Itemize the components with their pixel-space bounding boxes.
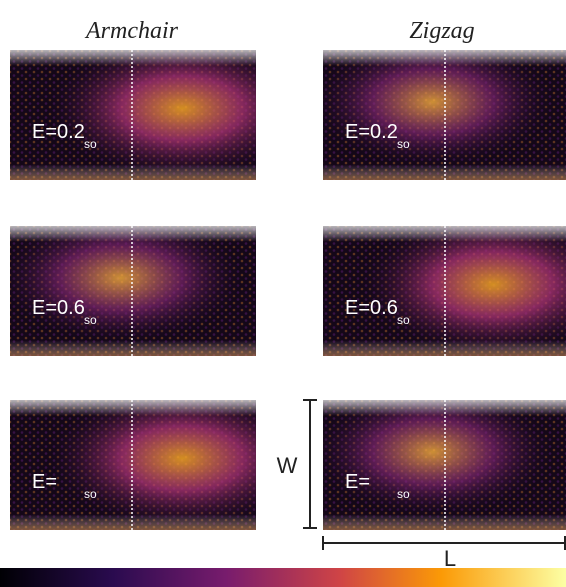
- energy-label: E=0.6: [345, 297, 398, 319]
- panel-edge: [10, 226, 256, 356]
- energy-subscript: so: [84, 137, 97, 151]
- panel-edge: [10, 50, 256, 180]
- energy-subscript: so: [397, 313, 410, 327]
- energy-subscript: so: [397, 137, 410, 151]
- energy-subscript: so: [84, 313, 97, 327]
- energy-label: E=0.6: [32, 297, 85, 319]
- energy-label: E=: [32, 471, 57, 493]
- panel-edge: [10, 400, 256, 530]
- panels: ArmchairE=0.2soE=0.6soE=soZigzagE=0.2soE…: [10, 18, 566, 530]
- energy-label: E=: [345, 471, 370, 493]
- length-label: L: [444, 546, 456, 571]
- energy-label: E=0.2: [345, 121, 398, 143]
- energy-subscript: so: [84, 487, 97, 501]
- column-title: Zigzag: [409, 18, 474, 44]
- width-label: W: [277, 453, 298, 478]
- column-title: Armchair: [84, 18, 179, 44]
- energy-label: E=0.2: [32, 121, 85, 143]
- energy-subscript: so: [397, 487, 410, 501]
- colorbar: [0, 568, 566, 587]
